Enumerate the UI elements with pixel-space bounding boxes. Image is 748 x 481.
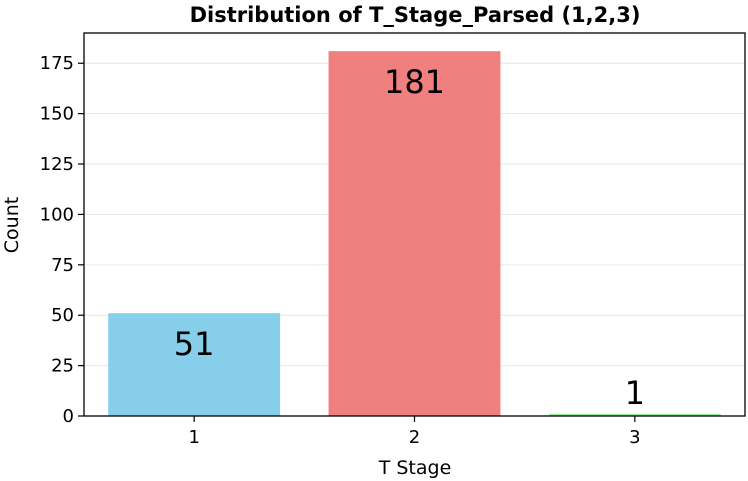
y-tick-label: 125: [40, 154, 74, 175]
bars: [108, 51, 721, 417]
data-label-3: 1: [625, 374, 645, 412]
bar-3: [548, 413, 721, 416]
y-tick-label: 150: [40, 104, 74, 125]
data-labels: 51 181 1: [174, 63, 645, 412]
chart-title: Distribution of T_Stage_Parsed (1,2,3): [190, 3, 641, 27]
y-tick-label: 50: [51, 305, 74, 326]
y-tick-label: 75: [51, 255, 74, 276]
x-tick-label: 2: [409, 427, 420, 448]
y-tick-label: 175: [40, 53, 74, 74]
y-tick-label: 25: [51, 356, 74, 377]
x-tick-label: 3: [629, 427, 640, 448]
y-axis-label: Count: [1, 197, 23, 253]
x-axis-ticks: 1 2 3: [188, 416, 641, 448]
x-axis-label: T Stage: [378, 457, 452, 479]
y-tick-label: 0: [63, 406, 74, 427]
data-label-2: 181: [384, 63, 445, 101]
bar-1: [108, 313, 281, 416]
x-tick-label: 1: [188, 427, 199, 448]
y-tick-label: 100: [40, 204, 74, 225]
bar-2: [328, 51, 501, 417]
y-axis-ticks: 0 25 50 75 100 125 150 175: [40, 53, 84, 427]
data-label-1: 51: [174, 325, 215, 363]
